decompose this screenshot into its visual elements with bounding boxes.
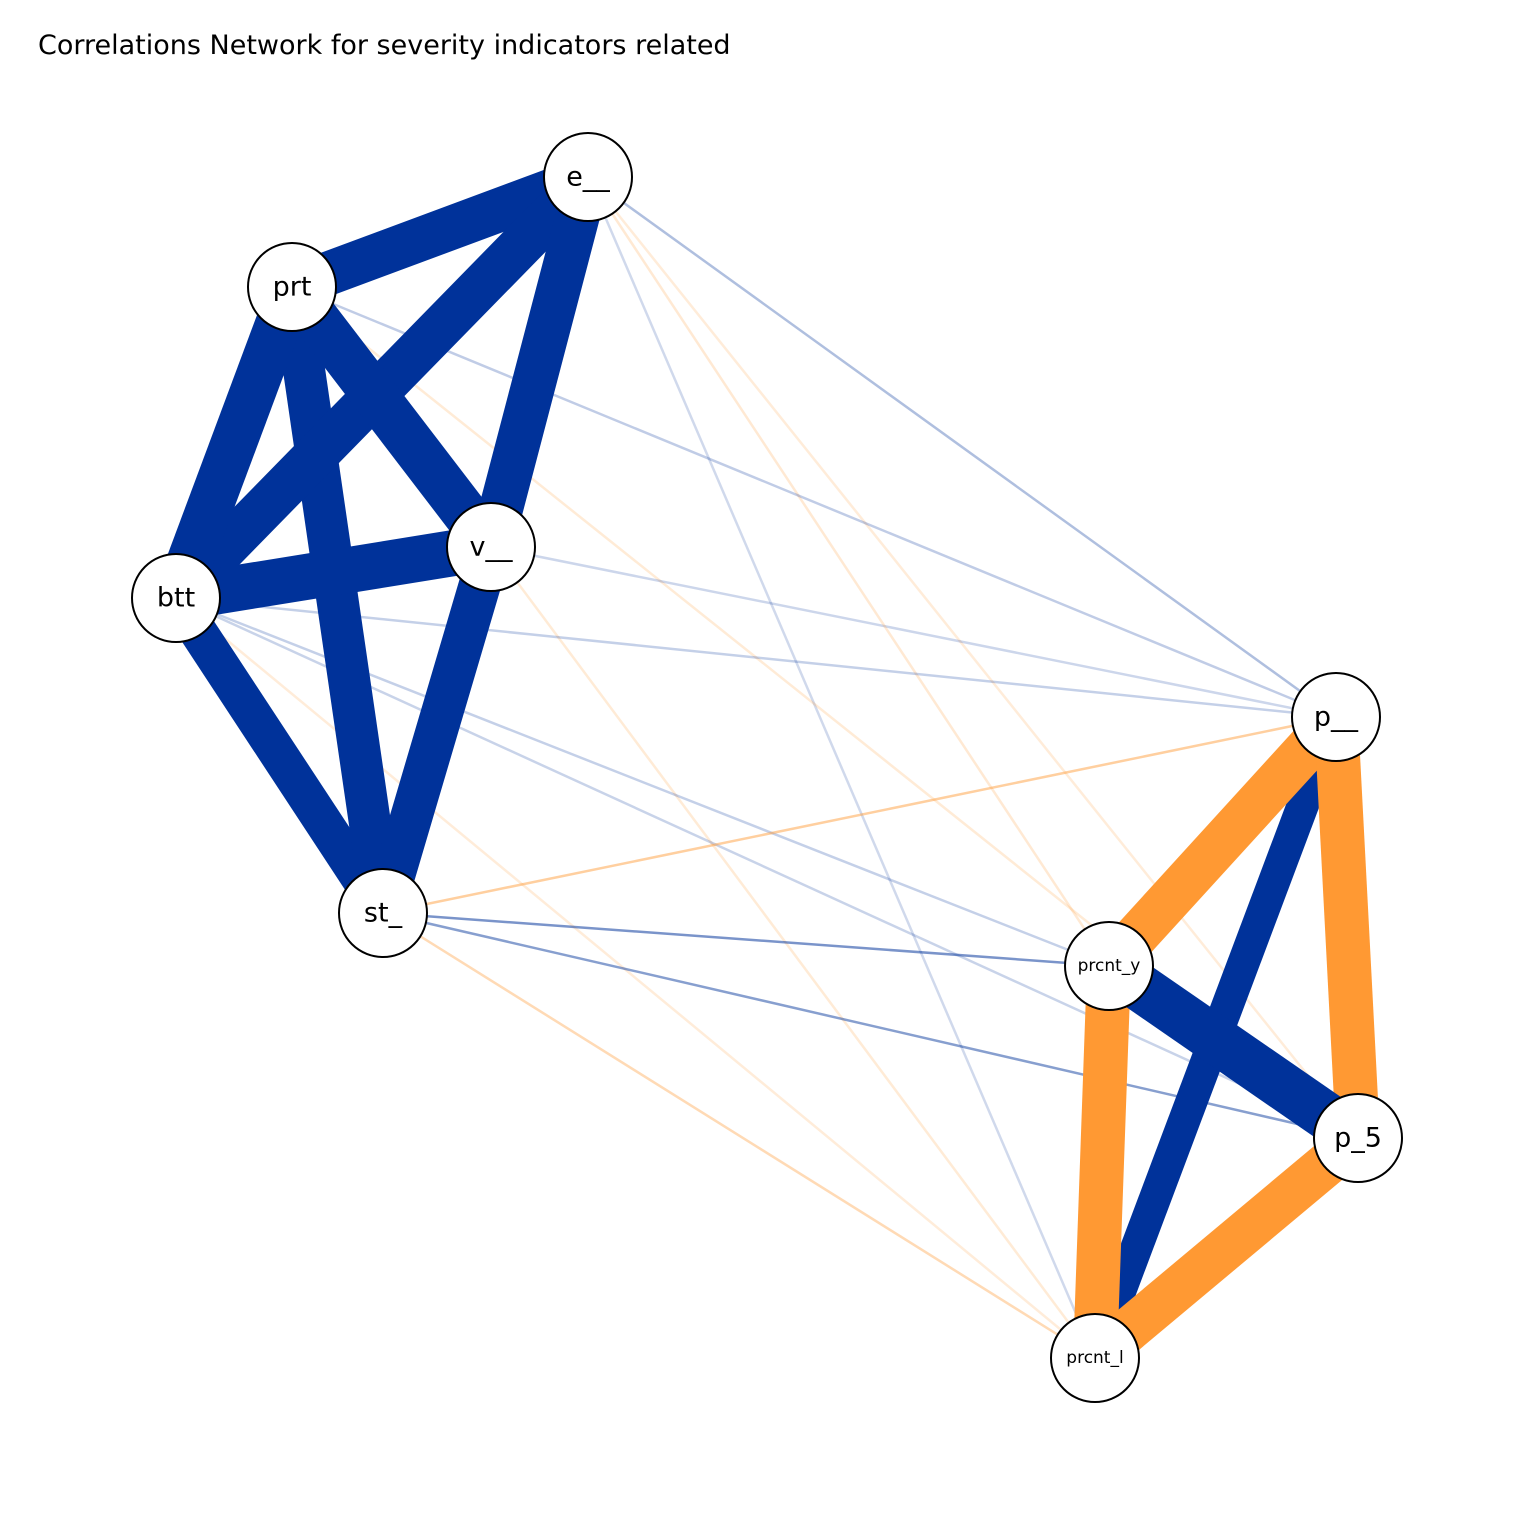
node-btt: btt xyxy=(131,553,221,643)
node-circle xyxy=(446,502,536,592)
edge-prt-btt xyxy=(154,278,314,607)
node-circle xyxy=(1291,672,1381,762)
edge-btt-p_5 xyxy=(175,596,1359,1140)
node-e__: e__ xyxy=(543,132,633,222)
node-label: prcnt_l xyxy=(1066,1348,1123,1368)
edge-st_-p__ xyxy=(382,715,1337,915)
edge-prt-v__ xyxy=(273,273,510,561)
edge-prt-st_ xyxy=(271,283,404,917)
edge-btt-prcnt_l xyxy=(175,597,1096,1359)
edge-e__-v__ xyxy=(469,171,610,553)
edge-btt-p__ xyxy=(175,596,1337,719)
node-label: e__ xyxy=(566,162,610,193)
edge-st_-prcnt_l xyxy=(382,911,1096,1360)
node-prcnt_l: prcnt_l xyxy=(1050,1313,1140,1403)
node-label: v__ xyxy=(470,532,513,563)
node-p_5: p_5 xyxy=(1313,1093,1403,1183)
node-circle xyxy=(131,553,221,643)
edge-p__-p_5 xyxy=(1314,715,1380,1140)
node-label: prcnt_y xyxy=(1078,956,1141,976)
edge-e__-prt xyxy=(284,156,596,308)
node-label: p_5 xyxy=(1334,1123,1382,1154)
node-circle xyxy=(1313,1093,1403,1183)
node-p__: p__ xyxy=(1291,672,1381,762)
node-circle xyxy=(1064,921,1154,1011)
diagram-title: Correlations Network for severity indica… xyxy=(38,30,731,61)
edge-e__-prcnt_y xyxy=(586,176,1111,967)
edge-p__-prcnt_y xyxy=(1092,702,1353,981)
edge-v__-p__ xyxy=(490,545,1337,719)
node-label: prt xyxy=(273,272,312,303)
edge-e__-prcnt_l xyxy=(586,176,1097,1359)
node-circle xyxy=(1050,1313,1140,1403)
edge-btt-v__ xyxy=(172,524,495,621)
node-prcnt_y: prcnt_y xyxy=(1064,921,1154,1011)
edge-v__-st_ xyxy=(362,541,512,919)
edge-prcnt_l-p_5 xyxy=(1080,1121,1373,1375)
edges-layer xyxy=(154,156,1380,1375)
edge-v__-prcnt_l xyxy=(489,546,1097,1359)
node-circle xyxy=(247,242,337,332)
edge-btt-st_ xyxy=(160,587,399,924)
node-circle xyxy=(338,868,428,958)
node-label: btt xyxy=(157,583,195,614)
edge-prcnt_y-p_5 xyxy=(1095,946,1372,1158)
node-circle xyxy=(543,132,633,222)
edge-prt-p__ xyxy=(291,285,1337,719)
edge-prcnt_y-prcnt_l xyxy=(1073,965,1131,1359)
node-prt: prt xyxy=(247,242,337,332)
node-st_: st_ xyxy=(338,868,428,958)
edge-e__-p__ xyxy=(587,175,1337,719)
node-v__: v__ xyxy=(446,502,536,592)
nodes-layer: e__prt v__btt st_ p__ prcnt_y p_5 prcnt_l xyxy=(131,132,1403,1403)
node-label: st_ xyxy=(364,898,403,929)
edge-st_-prcnt_y xyxy=(382,911,1110,968)
node-label: p__ xyxy=(1314,702,1359,733)
